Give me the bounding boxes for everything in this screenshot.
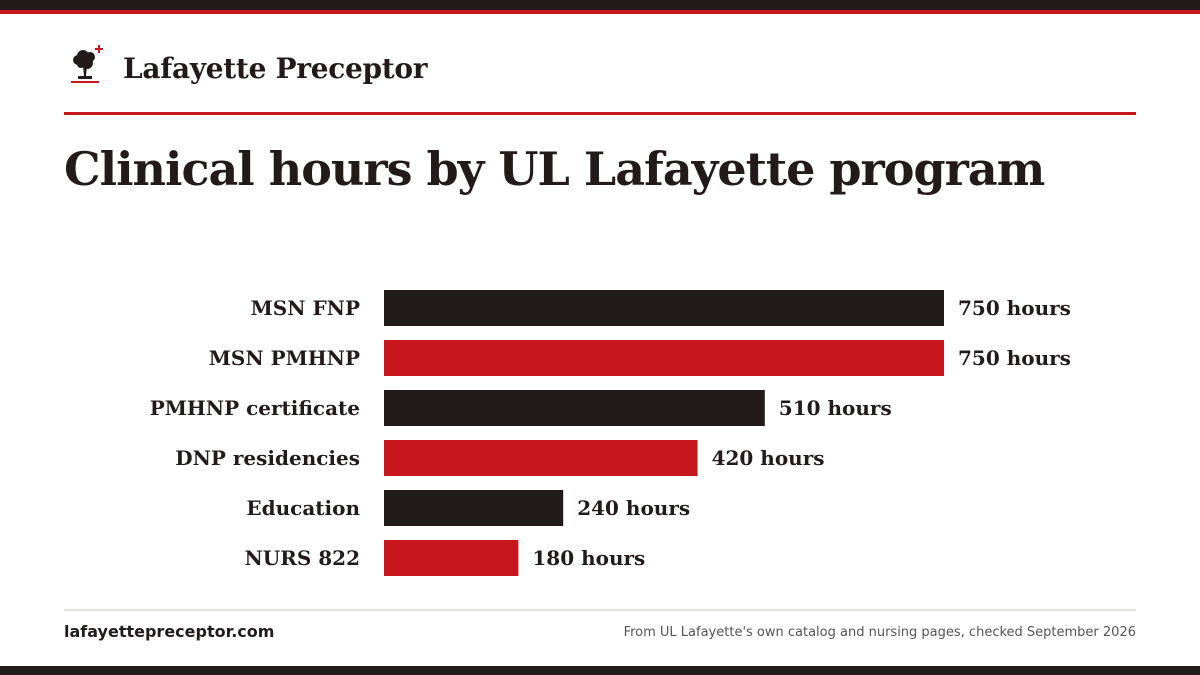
bar (384, 540, 519, 576)
footer-rule (64, 609, 1136, 611)
category-label: NURS 822 (245, 546, 361, 570)
bottom-bar (0, 666, 1200, 675)
category-label: MSN PMHNP (209, 346, 360, 370)
bar (384, 290, 944, 326)
header-rule (64, 112, 1136, 115)
top-bar (0, 0, 1200, 10)
bar (384, 390, 765, 426)
value-label: 240 hours (577, 496, 690, 520)
bar (384, 340, 944, 376)
footer-site-link[interactable]: lafayettepreceptor.com (64, 622, 275, 641)
chart-title: Clinical hours by UL Lafayette program (64, 142, 1045, 196)
brand-name: Lafayette Preceptor (123, 52, 428, 85)
value-label: 510 hours (779, 396, 892, 420)
category-label: MSN FNP (251, 296, 360, 320)
tree-with-cross-icon (71, 45, 103, 83)
bar (384, 490, 564, 526)
footer-source-note: From UL Lafayette's own catalog and nurs… (623, 625, 1136, 640)
bar (384, 440, 698, 476)
value-label: 420 hours (712, 446, 825, 470)
value-label: 750 hours (958, 296, 1071, 320)
category-label: DNP residencies (175, 446, 360, 470)
value-label: 750 hours (958, 346, 1071, 370)
category-label: PMHNP certificate (150, 396, 360, 420)
top-accent-stripe (0, 10, 1200, 14)
value-label: 180 hours (532, 546, 645, 570)
category-label: Education (246, 496, 360, 520)
